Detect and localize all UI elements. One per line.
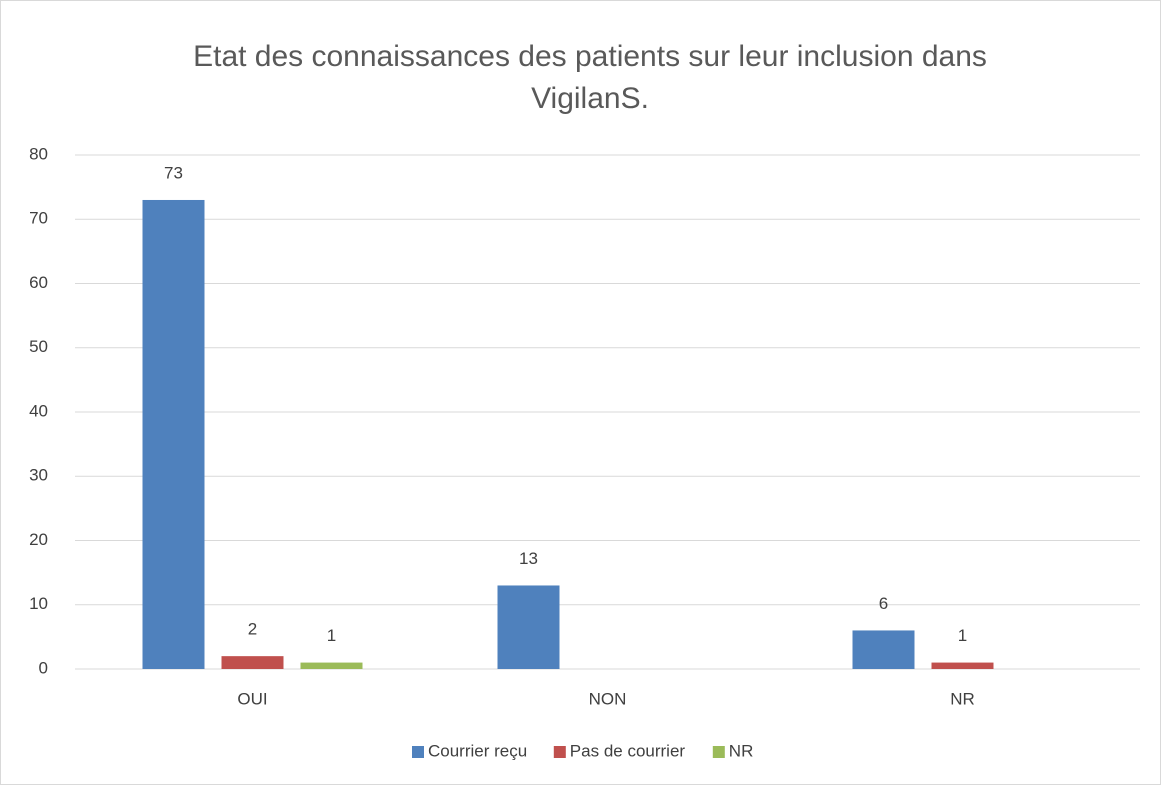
bar	[300, 662, 363, 669]
bar	[142, 199, 205, 669]
legend-swatch	[712, 746, 725, 758]
bar	[931, 662, 994, 669]
y-tick-label: 50	[29, 337, 48, 356]
data-label: 6	[879, 594, 888, 613]
x-tick-label: NR	[950, 689, 975, 708]
x-tick-label: OUI	[237, 689, 267, 708]
legend-label: Pas de courrier	[570, 741, 686, 760]
data-label: 2	[248, 620, 257, 639]
y-tick-label: 80	[29, 144, 48, 163]
data-label: 13	[519, 549, 538, 568]
data-label: 1	[958, 626, 967, 645]
y-tick-label: 0	[39, 658, 48, 677]
bar	[221, 656, 284, 669]
bar	[852, 630, 915, 669]
y-tick-label: 60	[29, 273, 48, 292]
x-tick-label: NON	[589, 689, 627, 708]
y-tick-label: 20	[29, 530, 48, 549]
legend-swatch	[412, 746, 424, 758]
chart-title: VigilanS.	[531, 82, 649, 115]
data-label: 73	[164, 163, 183, 182]
data-label: 1	[327, 626, 336, 645]
y-tick-label: 70	[29, 209, 48, 228]
bar	[497, 585, 560, 669]
legend-label: NR	[729, 741, 754, 760]
chart-title: Etat des connaissances des patients sur …	[193, 40, 987, 73]
legend-label: Courrier reçu	[428, 741, 527, 760]
y-tick-label: 30	[29, 466, 48, 485]
legend-swatch	[553, 746, 566, 758]
y-tick-label: 10	[29, 594, 48, 613]
y-tick-label: 40	[29, 401, 48, 420]
